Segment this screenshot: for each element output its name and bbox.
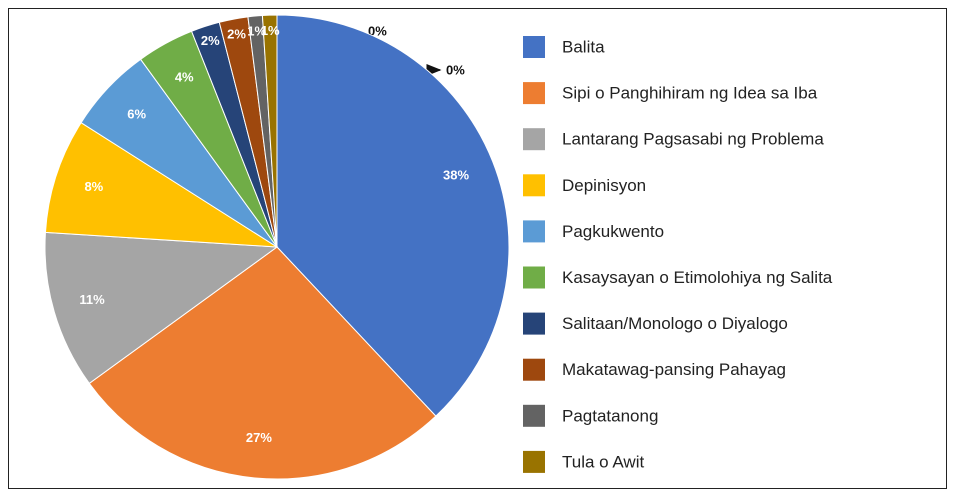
data-label: 6%	[127, 107, 146, 122]
data-label: 11%	[79, 292, 105, 307]
data-label: 4%	[175, 70, 194, 85]
legend-swatch	[523, 36, 545, 58]
legend-swatch	[523, 358, 545, 381]
legend-label: Pagtatanong	[562, 406, 658, 425]
data-label: 2%	[201, 33, 220, 48]
legend-swatch	[523, 312, 545, 335]
legend-label: Depinisyon	[562, 176, 646, 195]
legend-label: Balita	[562, 37, 605, 56]
legend-swatch	[523, 266, 545, 289]
legend-swatch	[523, 220, 545, 243]
annotation: 0%	[368, 23, 387, 38]
legend-label: Makatawag-pansing Pahayag	[562, 360, 786, 379]
frame	[8, 8, 947, 489]
legend-label: Sipi o Panghihiram ng Idea sa Iba	[562, 84, 818, 103]
data-label: 1%	[247, 24, 266, 39]
legend-swatch	[523, 174, 545, 197]
legend-swatch	[523, 450, 545, 473]
pie-slice	[44, 231, 279, 385]
legend-swatch	[523, 404, 545, 427]
legend-label: Tula o Awit	[562, 452, 644, 471]
legend-swatch	[523, 82, 545, 105]
pie-slice	[88, 246, 437, 480]
pie-slice	[276, 14, 510, 417]
annotation: 0%	[446, 62, 465, 77]
data-label: 27%	[246, 430, 272, 445]
data-label: 1%	[261, 23, 280, 38]
legend-label: Pagkukwento	[562, 222, 664, 241]
data-label: 8%	[84, 179, 103, 194]
data-label: 38%	[443, 168, 469, 183]
legend-swatch	[523, 128, 545, 151]
pie-slice	[44, 121, 278, 248]
legend-label: Kasaysayan o Etimolohiya ng Salita	[562, 268, 833, 287]
pie-slice	[261, 14, 278, 248]
legend-label: Lantarang Pagsasabi ng Problema	[562, 130, 824, 149]
legend-label: Salitaan/Monologo o Diyalogo	[562, 314, 788, 333]
data-label: 2%	[227, 26, 246, 41]
